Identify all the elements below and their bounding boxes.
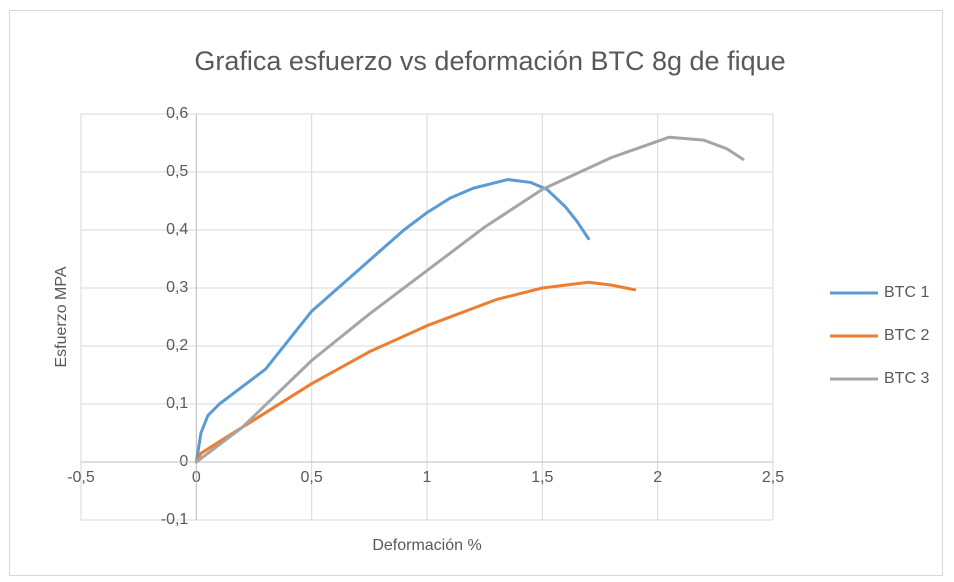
chart-border xyxy=(9,10,943,576)
x-axis-label: Deformación % xyxy=(372,537,481,554)
y-tick-label: 0,3 xyxy=(166,279,188,296)
series-line xyxy=(194,135,745,464)
y-axis-label: Esfuerzo MPA xyxy=(53,266,70,367)
series-line xyxy=(194,178,590,464)
y-tick-label: 0,2 xyxy=(166,337,188,354)
y-tick-label: 0,1 xyxy=(166,395,188,412)
x-tick-label: 1,5 xyxy=(531,469,553,486)
legend-label: BTC 1 xyxy=(884,284,929,301)
x-tick-label: 0,5 xyxy=(301,469,323,486)
legend-label: BTC 2 xyxy=(884,327,929,344)
y-tick-label: 0,6 xyxy=(166,105,188,122)
y-tick-label: 0,4 xyxy=(166,221,188,238)
chart-title: Grafica esfuerzo vs deformación BTC 8g d… xyxy=(194,46,785,76)
x-tick-label: 2 xyxy=(653,469,662,486)
legend-label: BTC 3 xyxy=(884,370,929,387)
y-tick-label: 0,5 xyxy=(166,163,188,180)
series-line xyxy=(194,280,637,464)
x-tick-label: 1 xyxy=(423,469,432,486)
x-tick-label: -0,5 xyxy=(67,469,95,486)
x-tick-label: 2,5 xyxy=(762,469,784,486)
y-tick-label: -0,1 xyxy=(161,511,189,528)
